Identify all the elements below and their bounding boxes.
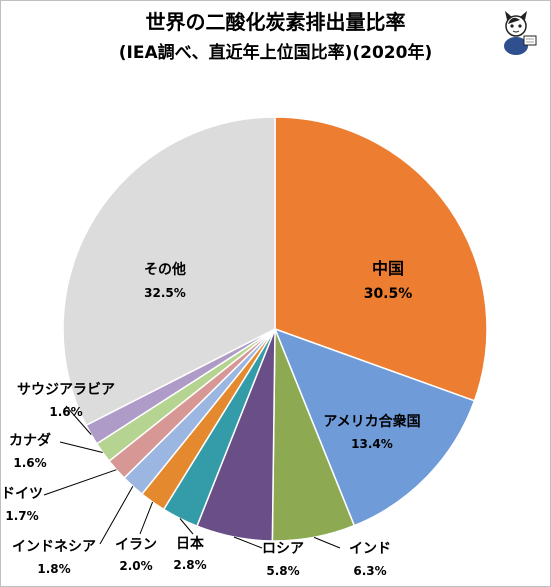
slice-label-9: サウジアラビア [17,382,115,398]
slice-label-1: アメリカ合衆国 [323,413,420,430]
leader-line-7 [43,469,117,496]
leader-line-8 [59,441,103,454]
slice-value-5: 2.0% [119,559,152,573]
slice-value-10: 32.5% [144,286,186,300]
slice-label-6: インドネシア [12,539,96,555]
slice-label-3: ロシア [262,541,304,557]
slice-value-9: 1.6% [49,405,82,419]
slice-label-0: 中国 [372,259,404,278]
leader-line-9 [65,405,92,435]
slice-value-2: 6.3% [353,564,386,578]
leader-line-2 [313,536,341,549]
leader-line-4 [179,518,194,535]
slice-value-3: 5.8% [266,564,299,578]
pie-slice-10 [62,116,276,427]
leader-line-6 [99,486,134,545]
slice-value-6: 1.8% [37,562,70,576]
slice-label-10: その他 [144,261,186,278]
pie-slice-0 [274,116,488,402]
chart-title: 世界の二酸化炭素排出量比率 [145,10,406,34]
slice-value-8: 1.6% [13,456,46,470]
slice-value-1: 13.4% [351,437,393,451]
slice-label-2: インド [349,541,391,557]
chart-subtitle: (IEA調べ、直近年上位国比率)(2020年) [118,43,433,63]
slice-label-4: 日本 [176,535,205,552]
slice-label-8: カナダ [9,432,51,449]
slice-value-7: 1.7% [5,509,38,523]
cat-mascot-icon [504,11,537,55]
leader-line-3 [233,536,263,549]
slice-label-5: イラン [115,537,157,553]
leader-line-5 [139,501,154,535]
slice-value-0: 30.5% [364,286,413,302]
slice-value-4: 2.8% [173,558,206,572]
pie-slice-1 [273,327,476,527]
slice-label-7: ドイツ [1,486,43,502]
